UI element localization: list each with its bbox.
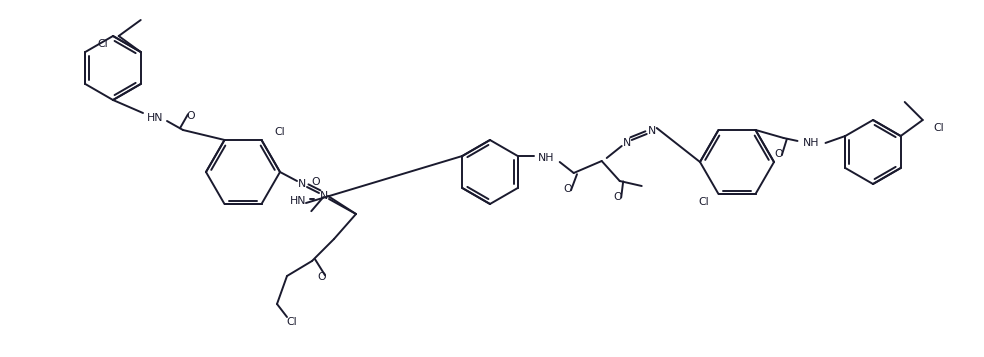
- Text: Cl: Cl: [699, 197, 708, 207]
- Text: HN: HN: [289, 196, 306, 206]
- Text: N: N: [623, 138, 631, 148]
- Text: O: O: [312, 177, 321, 187]
- Text: N: N: [298, 179, 306, 189]
- Text: HN: HN: [147, 113, 163, 123]
- Text: O: O: [613, 192, 622, 202]
- Text: Cl: Cl: [97, 39, 108, 49]
- Text: O: O: [564, 184, 572, 194]
- Text: N: N: [647, 126, 656, 136]
- Text: O: O: [774, 149, 783, 159]
- Text: NH: NH: [803, 138, 820, 148]
- Text: Cl: Cl: [275, 127, 284, 137]
- Text: O: O: [318, 272, 327, 282]
- Text: O: O: [187, 111, 195, 121]
- Text: Cl: Cl: [934, 123, 944, 133]
- Text: NH: NH: [537, 153, 554, 163]
- Text: Cl: Cl: [286, 317, 297, 327]
- Text: N: N: [320, 191, 328, 201]
